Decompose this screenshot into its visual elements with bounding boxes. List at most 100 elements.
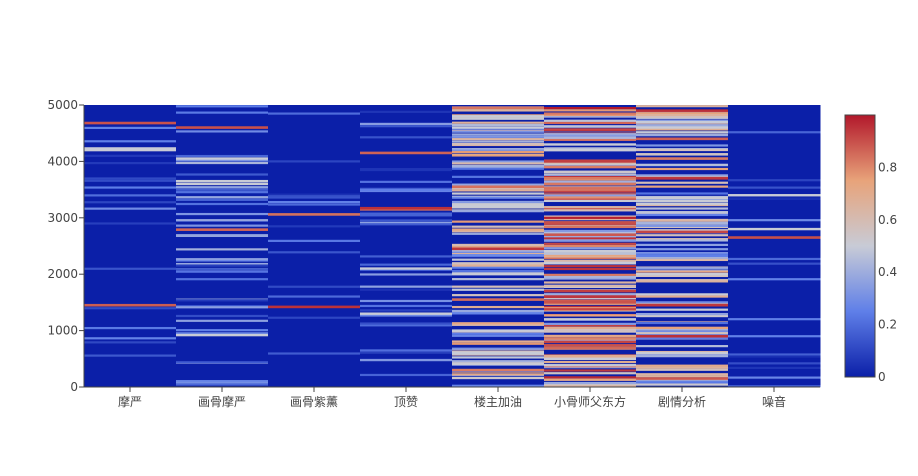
- colorbar-tick-label: 0: [878, 370, 886, 384]
- heatmap-cell: [268, 352, 361, 355]
- heatmap-cell: [544, 119, 637, 122]
- heatmap-cell: [636, 328, 729, 331]
- heatmap-cell: [544, 239, 637, 242]
- heatmap-cell: [636, 174, 729, 177]
- heatmap-cell: [176, 332, 269, 335]
- heatmap-cell: [636, 375, 729, 378]
- heatmap-cell: [452, 246, 545, 249]
- heatmap-cell: [176, 158, 269, 162]
- heatmap-cell: [636, 280, 729, 283]
- heatmap-cell: [360, 188, 453, 192]
- heatmap-cell: [176, 111, 269, 114]
- heatmap-cell: [360, 351, 453, 354]
- heatmap-cell: [544, 165, 637, 169]
- heatmap-cell: [176, 228, 269, 231]
- heatmap-cell: [84, 307, 177, 310]
- heatmap-cell: [544, 162, 637, 165]
- heatmap-cell: [636, 326, 729, 330]
- heatmap-cell: [176, 319, 269, 322]
- heatmap-cell: [544, 378, 637, 381]
- heatmap-cell: [176, 157, 269, 160]
- heatmap-cell: [176, 173, 269, 176]
- heatmap-cell: [360, 322, 453, 325]
- heatmap-cell: [452, 340, 545, 343]
- heatmap-cell: [268, 196, 361, 199]
- heatmap-cell: [84, 267, 177, 270]
- heatmap-cell: [636, 148, 729, 152]
- heatmap-cell: [544, 296, 637, 300]
- heatmap-cell: [636, 238, 729, 241]
- heatmap-cell: [636, 117, 729, 120]
- heatmap-cell: [544, 281, 637, 284]
- heatmap-cell: [544, 328, 637, 331]
- heatmap-cell: [452, 106, 545, 110]
- heatmap-cell: [452, 250, 545, 254]
- heatmap-cell: [636, 293, 729, 296]
- heatmap-cell: [544, 109, 637, 112]
- heatmap-cell: [636, 197, 729, 200]
- heatmap-cell: [728, 194, 821, 197]
- colorbar-tick-label: 0.8: [878, 160, 897, 174]
- heatmap-column: [84, 105, 177, 387]
- heatmap-cell: [544, 318, 637, 321]
- heatmap-cell: [268, 239, 361, 242]
- heatmap-cell: [176, 262, 269, 266]
- heatmap-cell: [452, 243, 545, 247]
- heatmap-cell: [452, 309, 545, 313]
- heatmap-cell: [544, 138, 637, 141]
- heatmap-cell: [544, 173, 637, 176]
- heatmap-cell: [636, 364, 729, 367]
- x-tick-label: 噪音: [762, 394, 786, 409]
- heatmap-cell: [636, 203, 729, 207]
- heatmap-cell: [84, 201, 177, 204]
- y-tick-label: 5000: [47, 98, 78, 112]
- heatmap-cell: [360, 285, 453, 288]
- heatmap-cell: [84, 148, 177, 152]
- heatmap-cell: [360, 312, 453, 315]
- heatmap-cell: [728, 219, 821, 222]
- heatmap-cell: [452, 117, 545, 120]
- heatmap-cell: [728, 355, 821, 358]
- heatmap-cell: [452, 192, 545, 195]
- heatmap-cell: [728, 353, 821, 356]
- heatmap-cell: [268, 295, 361, 298]
- heatmap-cell: [544, 372, 637, 375]
- heatmap-cell: [544, 215, 637, 218]
- heatmap-cell: [452, 138, 545, 141]
- heatmap-cell: [544, 259, 637, 262]
- heatmap-cell: [84, 162, 177, 165]
- heatmap-cell: [452, 332, 545, 335]
- heatmap-cell: [452, 130, 545, 133]
- heatmap-cell: [544, 233, 637, 237]
- heatmap-cell: [452, 187, 545, 190]
- heatmap-cell: [268, 251, 361, 254]
- heatmap-cell: [544, 170, 637, 173]
- heatmap-cell: [452, 232, 545, 235]
- heatmap-cell: [636, 207, 729, 210]
- heatmap-cell: [360, 324, 453, 327]
- heatmap-cell: [360, 268, 453, 271]
- heatmap-cell: [452, 210, 545, 213]
- heatmap-cell: [452, 254, 545, 257]
- heatmap-cell: [452, 203, 545, 206]
- heatmap-cell: [452, 225, 545, 228]
- heatmap-cell: [544, 186, 637, 189]
- heatmap-cell: [452, 269, 545, 273]
- heatmap-cell: [84, 337, 177, 340]
- heatmap-cell: [636, 368, 729, 371]
- heatmap-cell: [544, 267, 637, 271]
- heatmap-cell: [636, 366, 729, 369]
- heatmap-cell: [636, 144, 729, 147]
- heatmap-cell: [544, 273, 637, 276]
- heatmap-cell: [544, 160, 637, 163]
- heatmap-cell: [636, 213, 729, 217]
- heatmap-cell: [452, 258, 545, 261]
- heatmap-cell: [84, 341, 177, 344]
- x-tick-label: 顶赞: [394, 395, 418, 409]
- heatmap-column-bg: [268, 105, 361, 387]
- heatmap-cell: [636, 270, 729, 273]
- heatmap-column: [452, 105, 545, 387]
- heatmap-cell: [544, 346, 637, 349]
- heatmap-cell: [636, 274, 729, 277]
- heatmap-cell: [636, 113, 729, 117]
